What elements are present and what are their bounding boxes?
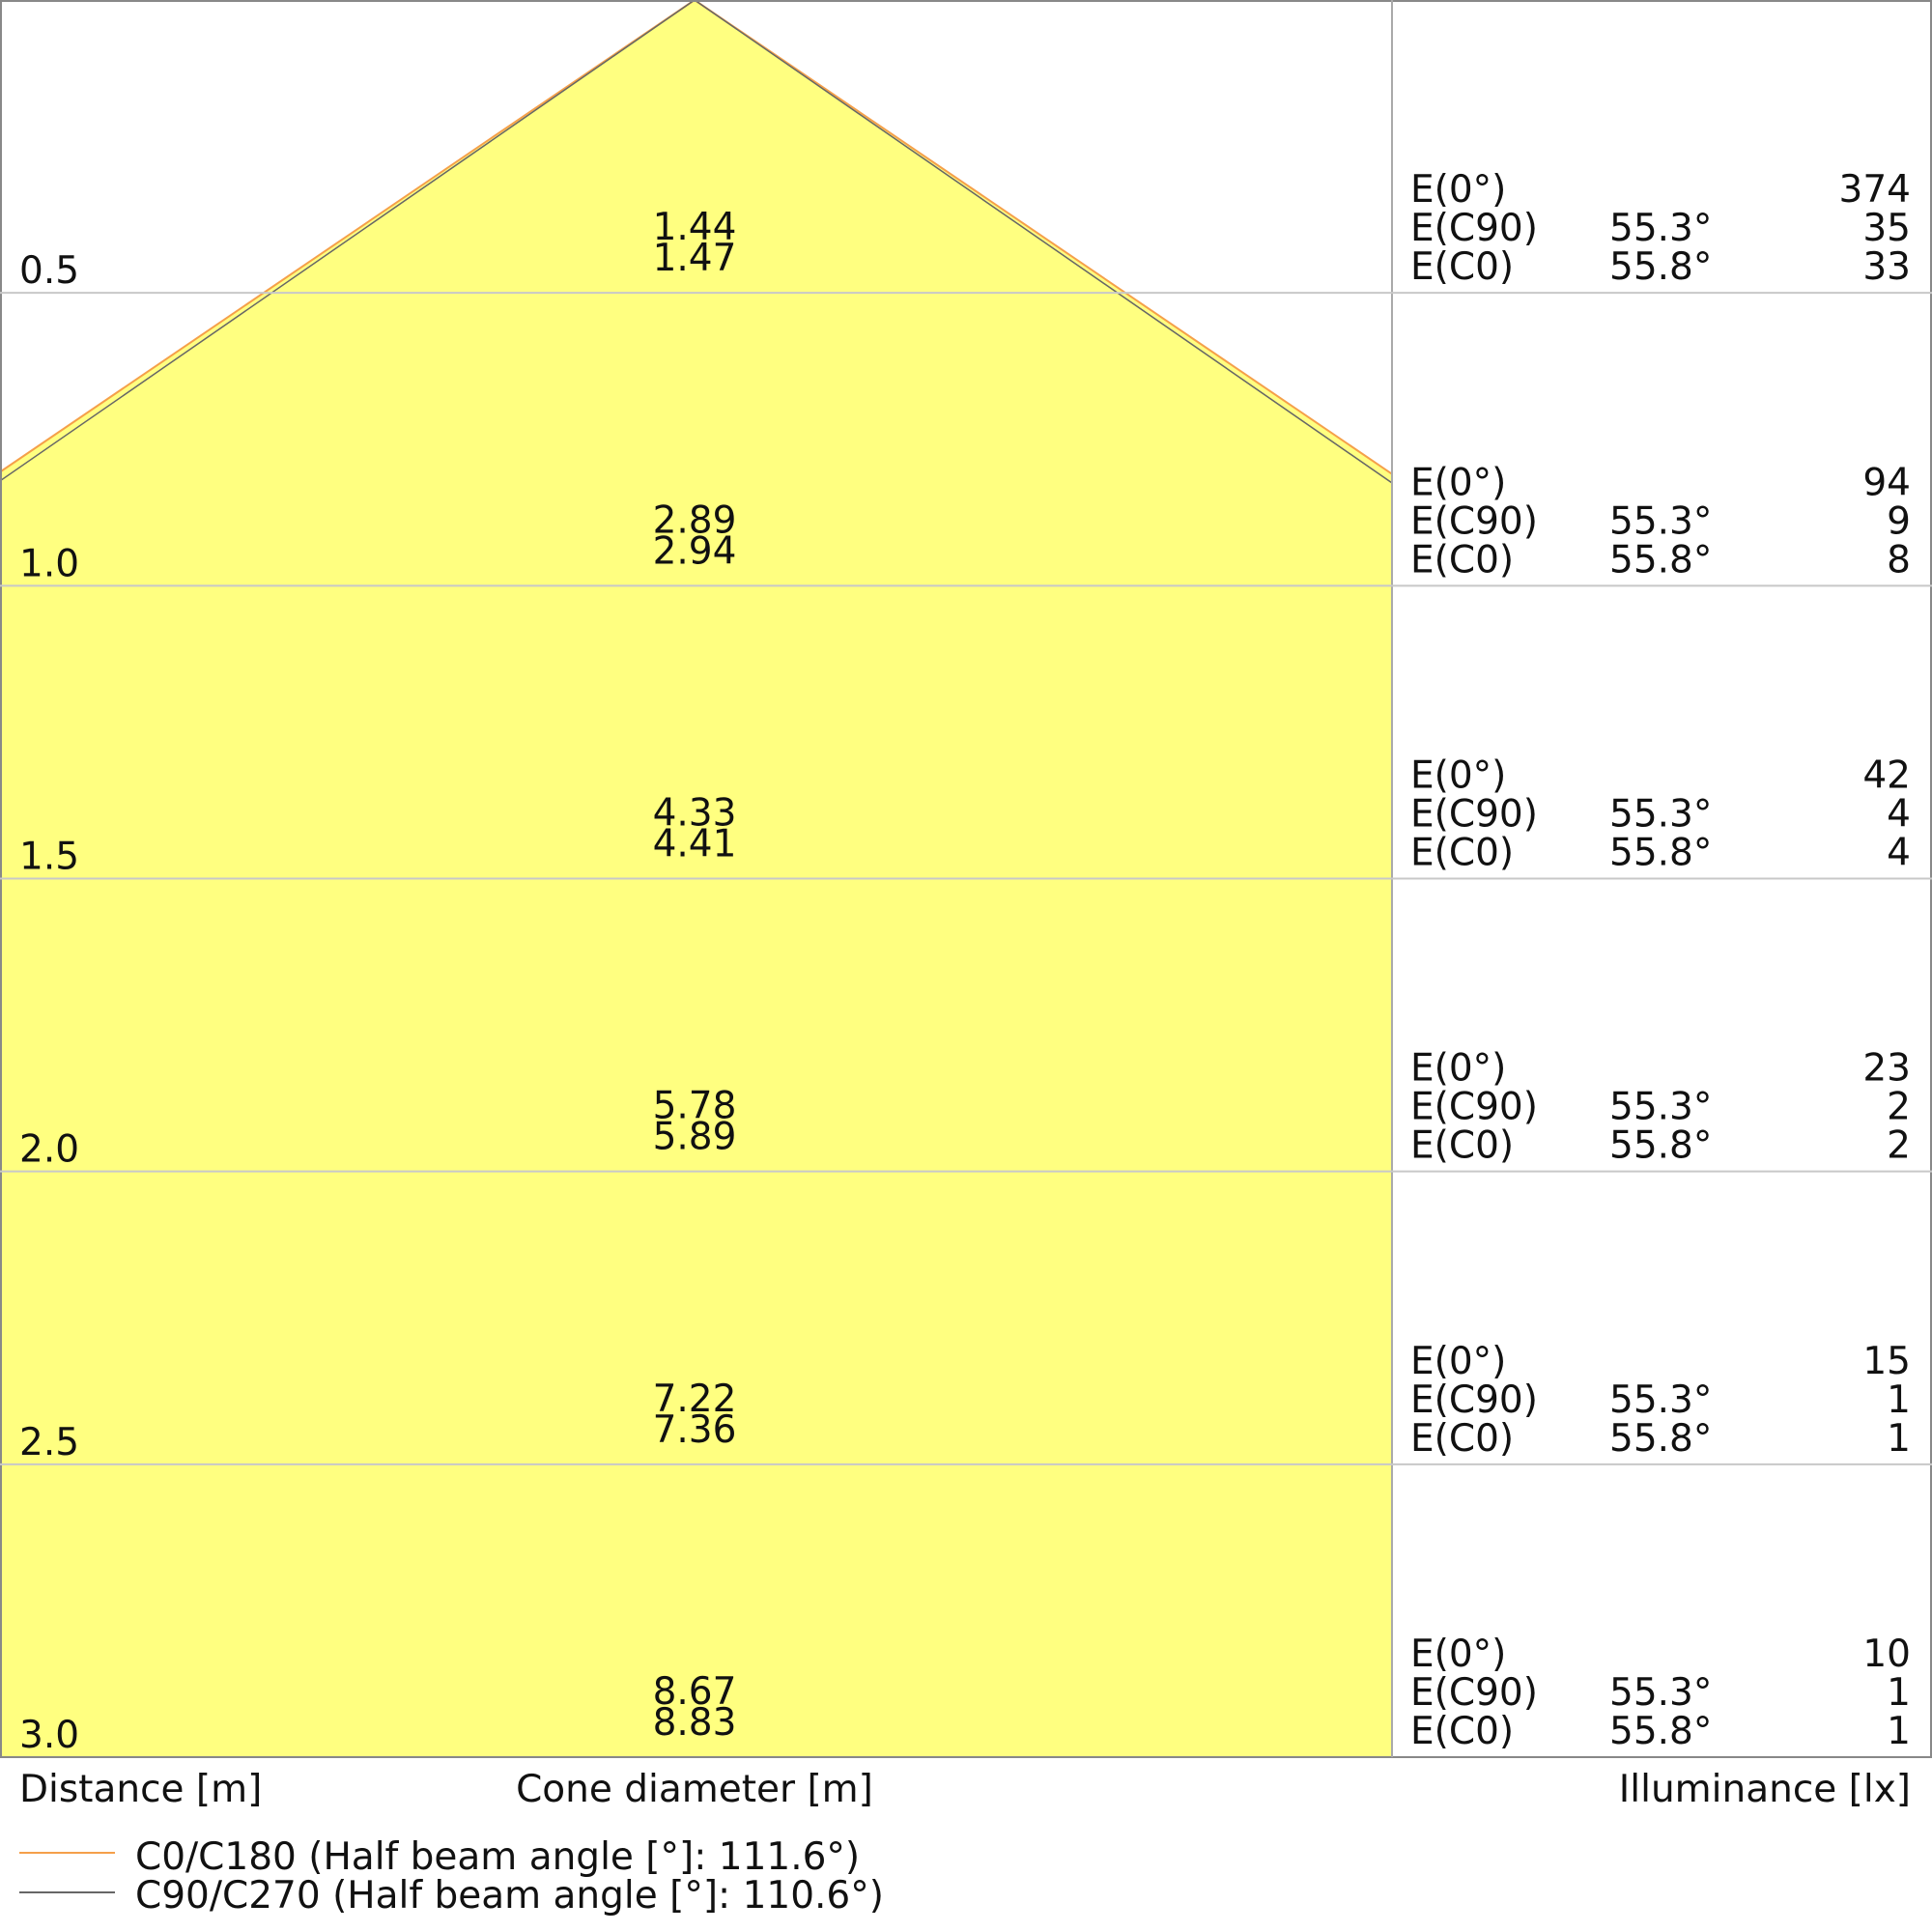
x-label-cone-diameter: Cone diameter [m]	[516, 1768, 873, 1811]
ec90-label: E(C90)	[1410, 1378, 1538, 1422]
e0-value: 15	[1862, 1340, 1911, 1383]
distance-label: 1.0	[19, 542, 79, 585]
ec0-angle: 55.8°	[1609, 1417, 1712, 1461]
ec90-value: 9	[1887, 499, 1911, 543]
e0-value: 374	[1839, 168, 1911, 212]
ec90-label: E(C90)	[1410, 499, 1538, 543]
ec0-angle: 55.8°	[1609, 832, 1712, 875]
cone-diameter-c0: 5.89	[653, 1116, 737, 1159]
e0-label: E(0°)	[1410, 754, 1506, 798]
legend-label-c90: C90/C270 (Half beam angle [°]: 110.6°)	[135, 1874, 884, 1918]
e0-value: 23	[1862, 1047, 1911, 1091]
distance-label: 3.0	[19, 1714, 79, 1757]
ec0-label: E(C0)	[1410, 1710, 1514, 1753]
ec0-value: 1	[1887, 1417, 1911, 1461]
ec0-angle: 55.8°	[1609, 538, 1712, 582]
ec0-value: 4	[1887, 832, 1911, 875]
e0-label: E(0°)	[1410, 461, 1506, 504]
cone-diameter-c90: 2.89	[653, 498, 737, 542]
ec0-value: 2	[1887, 1124, 1911, 1168]
ec0-label: E(C0)	[1410, 538, 1514, 582]
cone-diameter-c90: 4.33	[653, 792, 737, 836]
x-label-distance: Distance [m]	[19, 1768, 262, 1811]
e0-value: 10	[1862, 1633, 1911, 1676]
cone-diameter-c0: 8.83	[653, 1701, 737, 1745]
cone-diameter-c90: 8.67	[653, 1670, 737, 1714]
ec90-angle: 55.3°	[1609, 1086, 1712, 1129]
distance-label: 2.0	[19, 1128, 79, 1172]
cone-diameter-c0: 4.41	[653, 823, 737, 867]
ec90-label: E(C90)	[1410, 793, 1538, 837]
cone-diameter-c90: 7.22	[653, 1378, 737, 1421]
ec90-value: 1	[1887, 1671, 1911, 1715]
ec0-label: E(C0)	[1410, 832, 1514, 875]
ec90-label: E(C90)	[1410, 1086, 1538, 1129]
cone-diameter-c0: 2.94	[653, 529, 737, 573]
ec0-angle: 55.8°	[1609, 245, 1712, 289]
ec90-value: 1	[1887, 1378, 1911, 1422]
cone-diameter-c90: 5.78	[653, 1085, 737, 1128]
ec0-angle: 55.8°	[1609, 1710, 1712, 1753]
ec90-value: 4	[1887, 793, 1911, 837]
cone-diameter-c0: 1.47	[653, 237, 737, 280]
ec90-angle: 55.3°	[1609, 499, 1712, 543]
ec90-angle: 55.3°	[1609, 793, 1712, 837]
ec0-value: 1	[1887, 1710, 1911, 1753]
e0-label: E(0°)	[1410, 1340, 1506, 1383]
e0-label: E(0°)	[1410, 1633, 1506, 1676]
ec90-angle: 55.3°	[1609, 207, 1712, 250]
ec0-angle: 55.8°	[1609, 1124, 1712, 1168]
ec90-angle: 55.3°	[1609, 1378, 1712, 1422]
ec90-label: E(C90)	[1410, 1671, 1538, 1715]
x-label-illuminance: Illuminance [lx]	[1619, 1768, 1911, 1811]
legend-label-c0: C0/C180 (Half beam angle [°]: 111.6°)	[135, 1835, 860, 1879]
distance-label: 0.5	[19, 249, 79, 293]
ec90-angle: 55.3°	[1609, 1671, 1712, 1715]
e0-value: 42	[1862, 754, 1911, 798]
e0-label: E(0°)	[1410, 168, 1506, 212]
ec0-label: E(C0)	[1410, 245, 1514, 289]
ec0-label: E(C0)	[1410, 1417, 1514, 1461]
ec0-value: 8	[1887, 538, 1911, 582]
cone-diameter-c90: 1.44	[653, 206, 737, 249]
distance-label: 2.5	[19, 1421, 79, 1464]
ec90-value: 2	[1887, 1086, 1911, 1129]
distance-label: 1.5	[19, 836, 79, 879]
ec90-label: E(C90)	[1410, 207, 1538, 250]
ec0-label: E(C0)	[1410, 1124, 1514, 1168]
ec90-value: 35	[1862, 207, 1911, 250]
ec0-value: 33	[1862, 245, 1911, 289]
cone-diameter-c0: 7.36	[653, 1408, 737, 1452]
e0-label: E(0°)	[1410, 1047, 1506, 1091]
e0-value: 94	[1862, 461, 1911, 504]
